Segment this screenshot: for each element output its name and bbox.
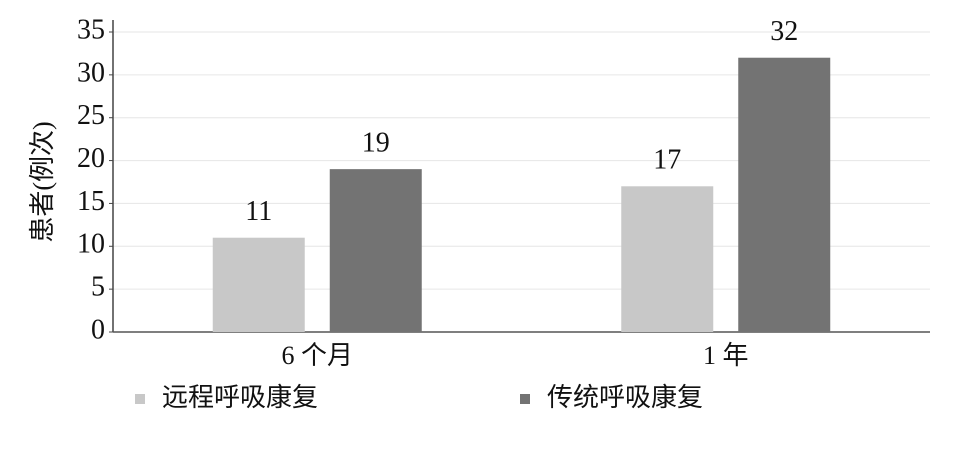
y-tick-label: 15 [77,186,105,217]
legend-label: 传统呼吸康复 [547,383,703,412]
value-label: 32 [770,16,798,47]
value-label: 11 [245,196,272,227]
y-tick-label: 20 [77,143,105,174]
legend-swatch [520,394,530,404]
legend-label: 远程呼吸康复 [162,383,318,412]
y-tick-label: 25 [77,100,105,131]
y-tick-label: 0 [91,314,105,345]
bar [329,169,422,332]
x-tick-label: 1 年 [703,341,749,370]
y-tick-label: 35 [77,14,105,45]
y-tick-label: 5 [91,272,105,303]
y-tick-label: 30 [77,57,105,88]
value-label: 17 [653,145,681,176]
bar [212,237,305,332]
y-axis-label: 患者(例次) [28,121,57,242]
value-label: 19 [362,128,390,159]
x-tick-label: 6 个月 [281,341,353,370]
y-tick-label: 10 [77,229,105,260]
bar [621,186,714,332]
legend-swatch [135,394,145,404]
bar [738,57,831,332]
